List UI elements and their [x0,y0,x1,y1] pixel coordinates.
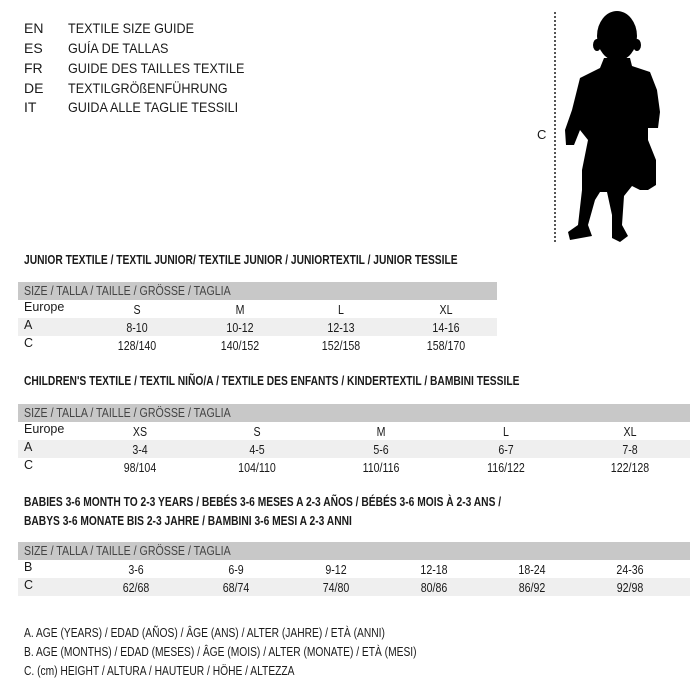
cell: 110/116 [362,461,400,475]
cell: 24-36 [616,563,644,577]
cell: 3-4 [132,443,148,457]
row-label: C [24,578,34,592]
cell: 18-24 [518,563,546,577]
lang-title-en: TEXTILE SIZE GUIDE [68,20,195,36]
cell: 10-12 [226,321,254,335]
table-row: A 3-4 4-5 5-6 6-7 7-8 [18,440,690,458]
table-row: A 8-10 10-12 12-13 14-16 [18,318,497,336]
table-row: C 98/104 104/110 110/116 116/122 122/128 [18,458,690,476]
lang-code-de: DE [24,80,44,96]
cell: XL [439,303,453,317]
cell: 8-10 [126,321,148,335]
cell: 12-13 [327,321,355,335]
babies-title-line2: BABYS 3-6 MONATE BIS 2-3 JAHRE / BAMBINI… [24,514,352,528]
cell: 86/92 [518,581,546,595]
row-label: C [24,336,34,350]
table-header: SIZE / TALLA / TAILLE / GRÖSSE / TAGLIA [18,542,690,560]
legend-a: A. AGE (YEARS) / EDAD (AÑOS) / ÂGE (ANS)… [24,626,385,640]
lang-code-it: IT [24,99,37,115]
cell: 140/152 [220,339,260,353]
row-label: C [24,458,34,472]
cell: 152/158 [321,339,361,353]
cell: 68/74 [222,581,250,595]
lang-code-fr: FR [24,60,43,76]
table-row: B 3-6 6-9 9-12 12-18 18-24 24-36 [18,560,690,578]
cell: 62/68 [122,581,150,595]
cell: L [503,425,509,439]
height-label: C [537,127,547,142]
cell: 128/140 [117,339,157,353]
cell: 122/128 [610,461,650,475]
row-label: A [24,440,33,454]
table-row: C 62/68 68/74 74/80 80/86 86/92 92/98 [18,578,690,596]
junior-size-table: SIZE / TALLA / TAILLE / GRÖSSE / TAGLIA … [18,282,497,354]
cell: 12-18 [420,563,448,577]
lang-code-es: ES [24,40,43,56]
cell: 158/170 [426,339,466,353]
row-label: A [24,318,33,332]
cell: 116/122 [487,461,525,475]
junior-title: JUNIOR TEXTILE / TEXTIL JUNIOR/ TEXTILE … [24,253,458,267]
table-row: C 128/140 140/152 152/158 158/170 [18,336,497,354]
cell: 3-6 [128,563,144,577]
row-label: Europe [24,422,65,436]
cell: 14-16 [432,321,460,335]
lang-title-fr: GUIDE DES TAILLES TEXTILE [68,60,245,76]
cell: 5-6 [373,443,389,457]
babies-size-table: SIZE / TALLA / TAILLE / GRÖSSE / TAGLIA … [18,542,690,596]
cell: M [376,425,386,439]
header-text: SIZE / TALLA / TAILLE / GRÖSSE / TAGLIA [24,406,231,420]
cell: 104/110 [238,461,276,475]
cell: S [253,425,261,439]
table-row: Europe S M L XL [18,300,497,318]
legend-c: C. (cm) HEIGHT / ALTURA / HAUTEUR / HÖHE… [24,664,295,678]
cell: 4-5 [249,443,265,457]
children-title: CHILDREN'S TEXTILE / TEXTIL NIÑO/A / TEX… [24,374,520,388]
children-size-table: SIZE / TALLA / TAILLE / GRÖSSE / TAGLIA … [18,404,690,476]
cell: 7-8 [622,443,638,457]
cell: 92/98 [616,581,644,595]
cell: 80/86 [420,581,448,595]
cell: L [338,303,344,317]
babies-title-line1: BABIES 3-6 MONTH TO 2-3 YEARS / BEBÉS 3-… [24,495,502,509]
lang-code-en: EN [24,20,44,36]
lang-title-de: TEXTILGRÖßENFÜHRUNG [68,80,228,96]
header-text: SIZE / TALLA / TAILLE / GRÖSSE / TAGLIA [24,544,231,558]
lang-title-it: GUIDA ALLE TAGLIE TESSILI [68,99,239,115]
table-header: SIZE / TALLA / TAILLE / GRÖSSE / TAGLIA [18,404,690,422]
cell: 6-7 [498,443,514,457]
cell: 9-12 [325,563,347,577]
cell: 74/80 [322,581,350,595]
cell: 6-9 [228,563,244,577]
cell: S [133,303,141,317]
legend-b: B. AGE (MONTHS) / EDAD (MESES) / ÂGE (MO… [24,645,417,659]
cell: M [235,303,245,317]
cell: XL [623,425,637,439]
table-header: SIZE / TALLA / TAILLE / GRÖSSE / TAGLIA [18,282,497,300]
row-label: B [24,560,33,574]
lang-title-es: GUÍA DE TALLAS [68,40,169,56]
cell: 98/104 [123,461,157,475]
row-label: Europe [24,300,65,314]
header-text: SIZE / TALLA / TAILLE / GRÖSSE / TAGLIA [24,284,231,298]
child-silhouette-icon [554,11,660,242]
cell: XS [132,425,148,439]
table-row: Europe XS S M L XL [18,422,690,440]
